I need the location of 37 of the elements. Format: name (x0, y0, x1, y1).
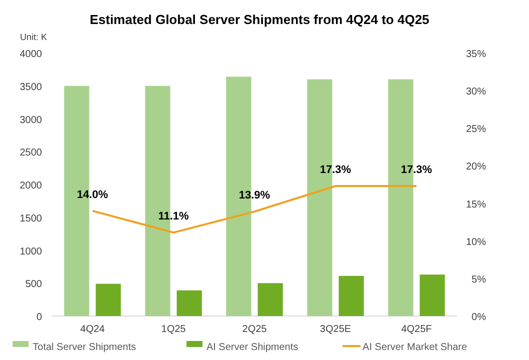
y-tick-label: 0 (36, 312, 42, 323)
bar (420, 274, 445, 316)
bar (258, 283, 283, 316)
y2-tick-label: 5% (472, 274, 486, 286)
y-tick-label: 1000 (20, 246, 42, 258)
y2-tick-label: 30% (466, 86, 486, 98)
bar (338, 276, 364, 316)
data-label: 17.3% (320, 164, 352, 176)
bar (96, 284, 121, 316)
legend-label: AI Server Market Share (362, 342, 468, 353)
legend-label: Total Server Shipments (32, 342, 136, 353)
data-label: 17.3% (400, 164, 432, 176)
text: Unit: K (20, 32, 48, 42)
y2-tick-label: 20% (466, 162, 486, 173)
y2-tick-label: 0% (472, 312, 486, 323)
data-label: 14.0% (76, 188, 108, 201)
x-tick-label: 3Q25E (320, 324, 352, 335)
y-tick-label: 500 (25, 279, 42, 290)
x-tick-label: 1Q25 (161, 324, 186, 335)
x-tick-label: 4Q24 (80, 324, 106, 335)
y-tick-label: 2000 (20, 180, 42, 192)
x-tick-label: 2Q25 (242, 324, 268, 335)
y-tick-label: 3500 (20, 82, 42, 93)
y-tick-label: 1500 (20, 213, 42, 224)
data-label: 11.1% (158, 210, 190, 223)
y2-tick-label: 15% (466, 199, 486, 210)
y-tick-label: 4000 (20, 49, 42, 60)
chart-title: Estimated Global Server Shipments from 4Q24 to 4Q25 (90, 12, 430, 27)
legend-label: AI Server Shipments (206, 342, 298, 353)
y2-tick-label: 35% (466, 49, 486, 60)
x-tick-label: 4Q25F (401, 324, 432, 335)
y-tick-label: 3000 (20, 114, 42, 126)
data-label: 13.9% (238, 190, 270, 202)
bar (176, 290, 202, 316)
y-tick-label: 2500 (20, 148, 42, 159)
y2-tick-label: 10% (466, 236, 486, 248)
y2-tick-label: 25% (466, 124, 486, 136)
